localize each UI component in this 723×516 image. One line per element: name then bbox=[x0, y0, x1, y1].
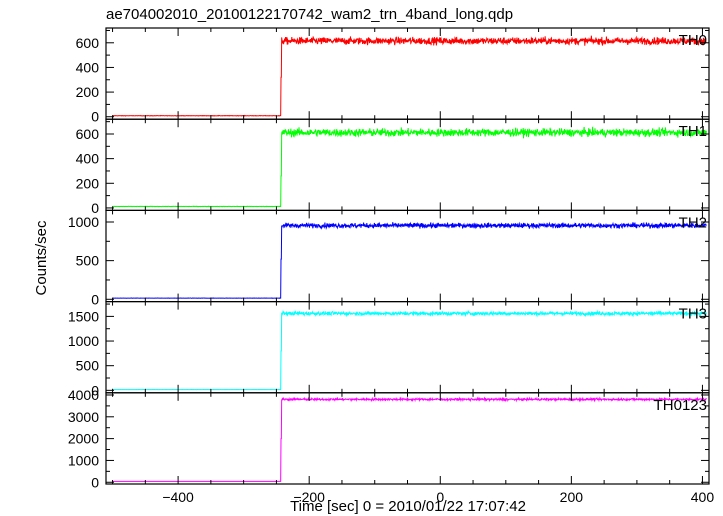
panel-label-th3: TH3 bbox=[679, 306, 707, 323]
panel-label-th0: TH0 bbox=[679, 32, 707, 49]
y-tick-label: 0 bbox=[91, 291, 99, 307]
panel-label-th0123: TH0123 bbox=[654, 397, 707, 414]
panel-frame bbox=[105, 301, 710, 394]
y-tick-label: 1000 bbox=[68, 333, 99, 349]
y-tick-label: 500 bbox=[76, 358, 100, 374]
y-tick-label: 200 bbox=[76, 175, 100, 191]
y-tick-label: 200 bbox=[76, 84, 100, 100]
y-tick-label: 600 bbox=[76, 35, 100, 51]
y-tick-label: 4000 bbox=[68, 387, 99, 403]
y-tick-label: 0 bbox=[91, 109, 99, 125]
y-tick-label: 0 bbox=[91, 200, 99, 216]
panel-label-th2: TH2 bbox=[679, 214, 707, 231]
x-tick-label: −400 bbox=[162, 489, 194, 505]
panel-th3: 0 500 1000 1500 TH3 bbox=[68, 301, 710, 398]
y-tick-label: 3000 bbox=[68, 409, 99, 425]
panel-th2: 0 500 1000 TH2 bbox=[68, 209, 710, 307]
y-tick-label: 1000 bbox=[68, 452, 99, 468]
y-tick-label: 1500 bbox=[68, 308, 99, 324]
panel-th1: 0 200 400 600 TH1 bbox=[76, 118, 710, 216]
series-line-th3 bbox=[112, 309, 707, 391]
x-axis-label: Time [sec] 0 = 2010/01/22 17:07:42 bbox=[290, 498, 526, 515]
x-tick-label: 200 bbox=[560, 489, 584, 505]
panel-th0123: 0 1000 2000 3000 4000 TH0123 bbox=[68, 387, 710, 490]
y-tick-label: 2000 bbox=[68, 431, 99, 447]
chart-title: ae704002010_20100122170742_wam2_trn_4ban… bbox=[106, 6, 513, 23]
y-axis-label: Counts/sec bbox=[33, 220, 50, 296]
x-tick-label: 400 bbox=[691, 489, 715, 505]
series-line-th0123 bbox=[112, 396, 707, 482]
panel-th0: 0 200 400 600 TH0 bbox=[76, 27, 710, 125]
y-tick-label: 600 bbox=[76, 126, 100, 142]
y-tick-label: 0 bbox=[91, 474, 99, 490]
y-tick-label: 400 bbox=[76, 151, 100, 167]
panel-frame bbox=[105, 392, 710, 485]
x-tick-label: −200 bbox=[293, 489, 325, 505]
series-line-th2 bbox=[112, 221, 707, 299]
panel-label-th1: TH1 bbox=[679, 123, 707, 140]
y-tick-label: 400 bbox=[76, 59, 100, 75]
y-tick-label: 1000 bbox=[68, 214, 99, 230]
y-tick-label: 0 bbox=[91, 382, 99, 398]
x-tick-label: 0 bbox=[436, 489, 444, 505]
series-line-th1 bbox=[112, 126, 707, 208]
series-line-th0 bbox=[112, 35, 707, 117]
y-tick-label: 500 bbox=[76, 253, 100, 269]
